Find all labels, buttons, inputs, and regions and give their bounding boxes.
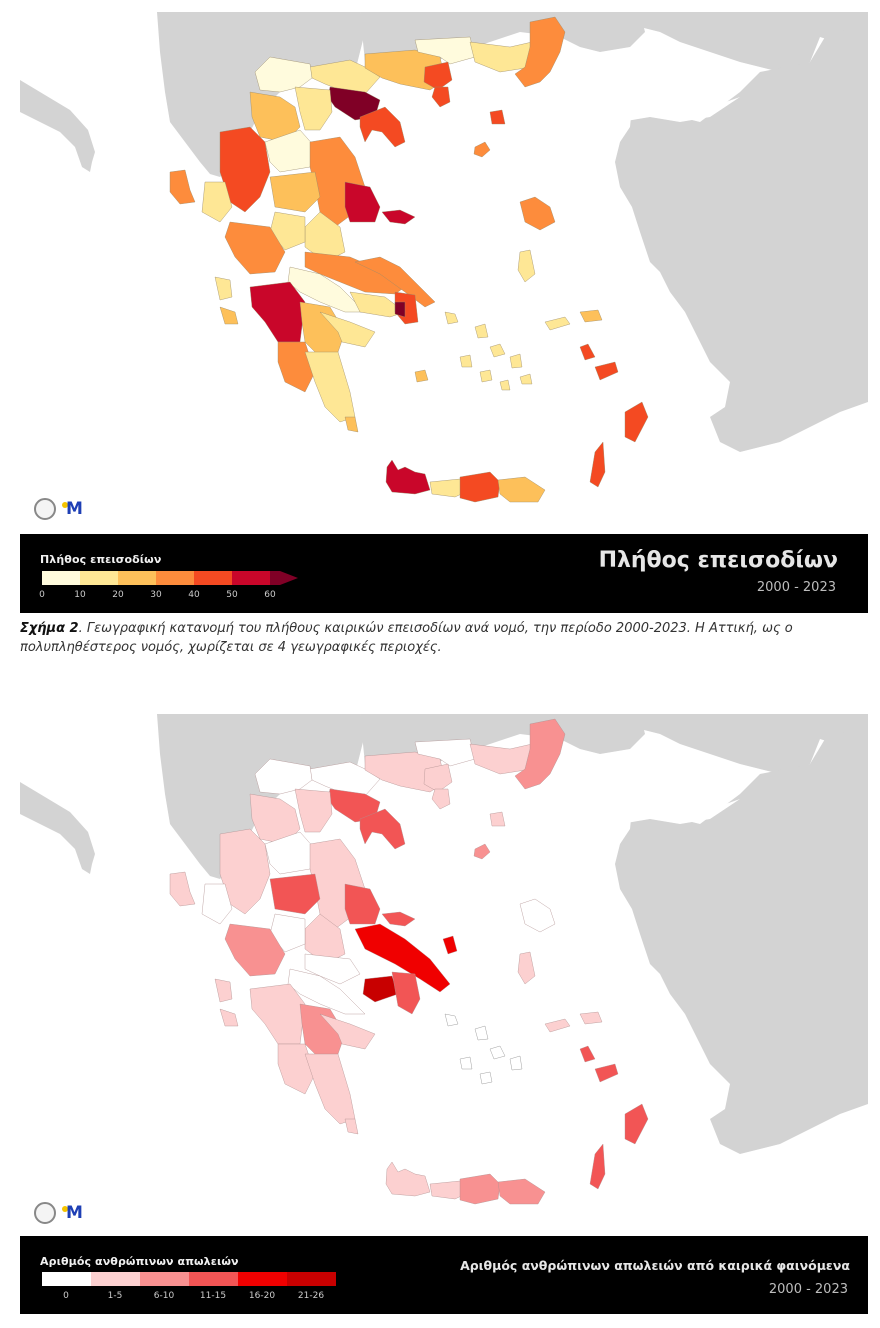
logos: M bbox=[34, 1202, 87, 1224]
legend-banner-fatalities: Αριθμός ανθρώπινων απωλειών 0 1-5 6-10 1… bbox=[20, 1236, 868, 1314]
scale-ticks: 0 1-5 6-10 11-15 16-20 21-26 bbox=[42, 1291, 342, 1303]
university-seal-logo bbox=[34, 1202, 56, 1224]
scale-swatch-16-20 bbox=[238, 1272, 287, 1286]
tick: 16-20 bbox=[248, 1291, 276, 1301]
legend-title: Πλήθος επεισοδίων bbox=[40, 553, 162, 566]
tick: 60 bbox=[264, 590, 276, 600]
emy-logo-dot bbox=[62, 1206, 68, 1212]
choropleth-map-episodes: M bbox=[20, 12, 868, 534]
caption-text: . Γεωγραφική κατανομή του πλήθους καιρικ… bbox=[20, 621, 793, 655]
tick: 10 bbox=[74, 590, 86, 600]
legend-banner-episodes: Πλήθος επεισοδίων 0 10 20 30 40 50 60 Πλ… bbox=[20, 534, 868, 613]
caption-label: Σχήμα 2 bbox=[20, 621, 79, 636]
emy-logo-dot bbox=[62, 502, 68, 508]
tick: 6-10 bbox=[153, 1291, 175, 1301]
tick: 21-26 bbox=[297, 1291, 325, 1301]
figure-episodes-map: M Πλήθος επεισοδίων 0 10 20 30 40 50 60 … bbox=[20, 12, 868, 614]
scale-swatch-11-15 bbox=[189, 1272, 238, 1286]
figure-caption: Σχήμα 2. Γεωγραφική κατανομή του πλήθους… bbox=[20, 619, 880, 657]
scale-swatch-6-10 bbox=[140, 1272, 189, 1286]
scale-swatch-50-60 bbox=[232, 571, 270, 585]
emy-logo-letter: M bbox=[66, 498, 83, 519]
scale-swatch-21-26 bbox=[287, 1272, 336, 1286]
logos: M bbox=[34, 498, 87, 520]
map-svg bbox=[20, 12, 868, 503]
tick: 50 bbox=[226, 590, 238, 600]
greek-prefectures bbox=[169, 16, 649, 503]
legend-title: Αριθμός ανθρώπινων απωλειών bbox=[40, 1255, 239, 1268]
scale-swatch-40-50 bbox=[194, 571, 232, 585]
scale-swatch-1-5 bbox=[91, 1272, 140, 1286]
figure-fatalities-map: M Αριθμός ανθρώπινων απωλειών 0 1-5 6-10… bbox=[20, 714, 868, 1314]
scale-swatch-0-10 bbox=[42, 571, 80, 585]
scale-swatch-30-40 bbox=[156, 571, 194, 585]
tick: 0 bbox=[39, 590, 45, 600]
scale-swatch-10-20 bbox=[80, 571, 118, 585]
scale-swatch-0 bbox=[42, 1272, 91, 1286]
scale-arrow-over-60 bbox=[270, 571, 298, 585]
map-svg bbox=[20, 714, 868, 1205]
tick: 40 bbox=[188, 590, 200, 600]
tick: 0 bbox=[63, 1291, 69, 1301]
emy-logo-text bbox=[86, 502, 87, 517]
banner-title: Αριθμός ανθρώπινων απωλειών από καιρικά … bbox=[460, 1258, 850, 1273]
banner-period: 2000 - 2023 bbox=[756, 580, 836, 595]
emy-logo: M bbox=[62, 498, 87, 519]
emy-logo-letter: M bbox=[66, 1202, 83, 1223]
tick: 1-5 bbox=[107, 1291, 123, 1301]
color-scale bbox=[42, 1272, 336, 1286]
banner-title: Πλήθος επεισοδίων bbox=[598, 548, 838, 573]
banner-period: 2000 - 2023 bbox=[768, 1282, 848, 1297]
scale-ticks: 0 10 20 30 40 50 60 bbox=[39, 590, 302, 602]
scale-swatch-20-30 bbox=[118, 571, 156, 585]
emy-logo: M bbox=[62, 1202, 87, 1223]
tick: 11-15 bbox=[199, 1291, 227, 1301]
university-seal-logo bbox=[34, 498, 56, 520]
tick: 20 bbox=[112, 590, 124, 600]
choropleth-map-fatalities: M bbox=[20, 714, 868, 1236]
greek-prefectures bbox=[169, 718, 649, 1205]
color-scale bbox=[42, 571, 298, 585]
tick: 30 bbox=[150, 590, 162, 600]
emy-logo-text bbox=[86, 1206, 87, 1221]
